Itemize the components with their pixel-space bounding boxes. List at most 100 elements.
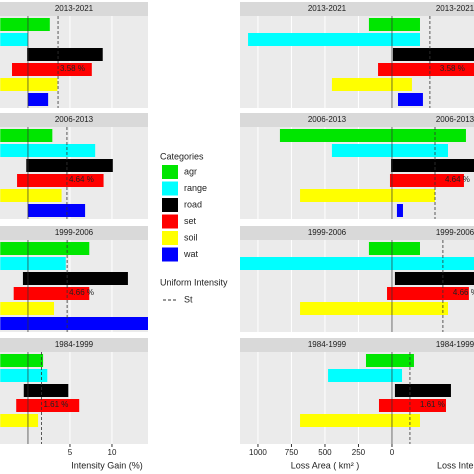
bar <box>0 257 66 270</box>
bar <box>378 399 446 412</box>
bar <box>0 189 62 202</box>
strip <box>0 226 148 240</box>
x-tick-label: 5 <box>68 448 73 457</box>
bar <box>248 33 420 46</box>
bar <box>0 78 58 91</box>
bar <box>0 414 39 427</box>
bar <box>0 18 50 31</box>
x-tick-label: 10 <box>108 448 117 457</box>
facet-title: 2006-2013 <box>55 115 94 124</box>
x-axis-label: Loss Inte <box>437 460 474 470</box>
bar <box>0 302 55 315</box>
bar <box>396 204 403 217</box>
facet-title: 2013-2021 <box>308 4 347 13</box>
bar <box>328 369 403 382</box>
bar <box>13 287 90 300</box>
legend-title: Categories <box>160 151 204 161</box>
bar <box>16 399 80 412</box>
legend-key <box>162 214 178 229</box>
panel <box>0 16 148 108</box>
panel-content: 4.66 % <box>240 240 474 332</box>
bar <box>0 33 28 46</box>
bar <box>300 189 435 202</box>
legend-label: set <box>184 216 197 226</box>
bar <box>12 63 92 76</box>
uniform-label: 4.66 % <box>453 288 474 297</box>
x-axis-label: Loss Area ( km² ) <box>291 460 360 470</box>
bar <box>387 287 469 300</box>
panel <box>0 240 148 332</box>
bar <box>26 159 113 172</box>
x-tick-label: 0 <box>390 448 395 457</box>
bar <box>331 144 448 157</box>
bar <box>368 242 420 255</box>
bar <box>27 93 49 106</box>
strip <box>0 2 148 16</box>
bar <box>394 384 451 397</box>
panel <box>240 352 474 444</box>
uniform-label: 1.61 % <box>420 400 445 409</box>
facet-title: 1999-2006 <box>308 228 347 237</box>
strip <box>240 226 474 240</box>
uniform-label: 1.61 % <box>43 400 68 409</box>
bar <box>27 48 103 61</box>
panel-content: 1.61 % <box>0 352 113 444</box>
bar <box>398 93 423 106</box>
facet-title: 2013-2021 <box>436 4 474 13</box>
panel <box>0 352 148 444</box>
x-tick-label: 500 <box>318 448 332 457</box>
legend-label: road <box>184 199 202 209</box>
bar <box>27 204 86 217</box>
bar <box>300 302 448 315</box>
x-tick-label: 750 <box>285 448 299 457</box>
facet-title: 2006-2013 <box>436 115 474 124</box>
legend-key <box>162 247 178 262</box>
strip <box>240 338 474 352</box>
panel-content: 1.61 % <box>257 352 451 444</box>
strip <box>0 338 148 352</box>
legend-key <box>162 181 178 196</box>
legend-key <box>162 165 178 179</box>
bar <box>23 384 69 397</box>
bar <box>17 174 104 187</box>
bar <box>331 78 412 91</box>
bar <box>300 414 420 427</box>
bar <box>0 144 96 157</box>
panel-content: 4.66 % <box>0 240 148 332</box>
facet-title: 1984-1999 <box>55 340 94 349</box>
uniform-label: 4.64 % <box>69 175 94 184</box>
facet-title: 2006-2013 <box>308 115 347 124</box>
panel <box>240 16 474 108</box>
facet-title: 1984-1999 <box>436 340 474 349</box>
panel-content: 4.64 % <box>0 127 113 219</box>
bar <box>0 354 44 367</box>
legend-key <box>162 198 178 212</box>
strip <box>240 2 474 16</box>
bar <box>22 272 128 285</box>
facet-title: 2013-2021 <box>55 4 94 13</box>
x-axis-label: Intensity Gain (%) <box>71 460 143 470</box>
panel <box>240 240 474 332</box>
bar <box>365 354 414 367</box>
strip <box>240 113 474 127</box>
x-tick-label: 250 <box>352 448 366 457</box>
legend-key <box>162 231 178 245</box>
panel-content: 4.64 % <box>257 127 474 219</box>
uniform-label: 3.58 % <box>440 64 465 73</box>
bar <box>0 369 48 382</box>
panel-content: 3.58 % <box>248 16 474 108</box>
facet-title: 1999-2006 <box>55 228 94 237</box>
legend-label: soil <box>184 232 198 242</box>
bar <box>0 129 53 142</box>
bar <box>368 18 420 31</box>
legend-label: St <box>184 294 193 304</box>
legend-title: Uniform Intensity <box>160 277 228 287</box>
legend-label: agr <box>184 166 197 176</box>
facet-title: 1999-2006 <box>436 228 474 237</box>
bar <box>279 129 466 142</box>
bar <box>394 272 474 285</box>
bar <box>392 48 474 61</box>
bar <box>389 174 464 187</box>
facet-title: 1984-1999 <box>308 340 347 349</box>
